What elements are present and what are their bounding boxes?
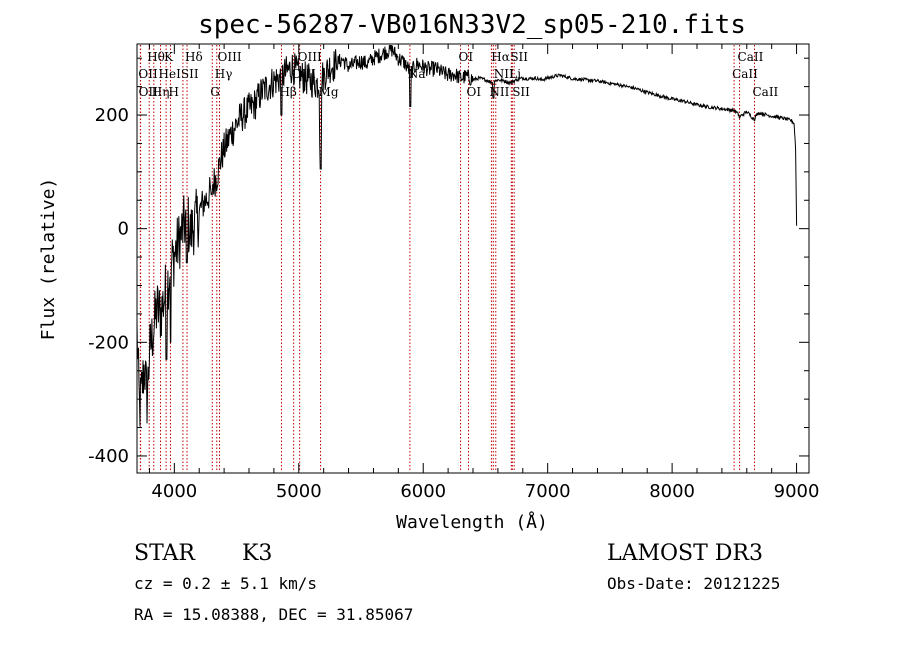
line-label-12: OIII: [298, 50, 322, 64]
line-label-14: Hβ: [279, 85, 296, 99]
line-label-9: OIII: [218, 50, 242, 64]
x-tick-label-0: 4000: [151, 481, 197, 502]
line-label-27: CaII: [752, 85, 778, 99]
line-label-4: HeI: [159, 67, 182, 81]
line-label-25: CaII: [738, 50, 764, 64]
line-label-24: SII: [512, 85, 530, 99]
object-class: STAR: [134, 541, 196, 566]
line-label-6: OII: [139, 85, 159, 99]
line-label-0: Hθ: [147, 50, 165, 64]
line-label-10: Hγ: [215, 67, 233, 81]
line-label-16: Na: [408, 67, 426, 81]
chart-title: spec-56287-VB016N33V2_sp05-210.fits: [198, 10, 746, 40]
line-label-18: OI: [467, 85, 482, 99]
line-label-3: OII: [138, 67, 158, 81]
y-tick-label-3: 200: [95, 105, 129, 126]
line-label-7: Hη: [152, 85, 170, 99]
line-label-11: G: [210, 85, 220, 99]
y-tick-label-2: 0: [118, 219, 129, 240]
x-tick-label-3: 7000: [525, 481, 571, 502]
plot-frame: [136, 43, 810, 474]
observation-date: Obs-Date: 20121225: [607, 574, 780, 593]
line-label-26: CaII: [732, 67, 758, 81]
line-label-5: SII: [181, 67, 199, 81]
redshift-info: cz = 0.2 ± 5.1 km/s: [134, 574, 317, 593]
coordinates: RA = 15.08388, DEC = 31.85067: [134, 605, 413, 624]
line-label-19: Hα: [491, 50, 510, 64]
y-tick-label-1: -200: [88, 332, 129, 353]
x-tick-label-5: 9000: [774, 481, 820, 502]
line-label-20: SII: [510, 50, 528, 64]
x-tick-label-2: 6000: [400, 481, 446, 502]
spectrum-line: [136, 45, 798, 427]
x-axis-label: Wavelength (Å): [396, 511, 548, 533]
spectrum-layer: [136, 45, 798, 427]
object-subclass: K3: [242, 541, 272, 566]
line-label-2: Hδ: [185, 50, 203, 64]
line-label-17: OI: [459, 50, 474, 64]
y-tick-label-0: -400: [88, 446, 129, 467]
axis-ticks: 4000 5000 6000 7000 8000 9000 -400 -200 0 200: [88, 44, 819, 502]
spectral-line-markers: [139, 45, 755, 472]
survey-name: LAMOST DR3: [607, 541, 763, 566]
x-tick-label-4: 8000: [649, 481, 695, 502]
line-label-21: NII: [494, 67, 514, 81]
line-label-22: Li: [509, 67, 521, 81]
y-axis-label: Flux (relative): [38, 178, 59, 341]
line-label-1: K: [164, 50, 174, 64]
x-tick-label-1: 5000: [276, 481, 322, 502]
line-label-8: H: [168, 85, 178, 99]
